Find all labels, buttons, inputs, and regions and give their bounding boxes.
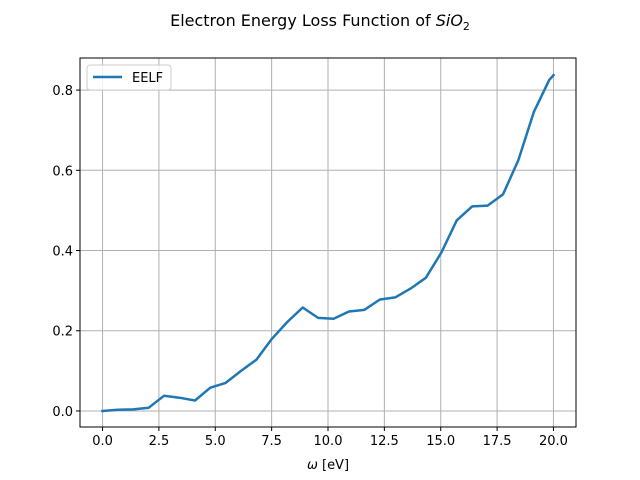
x-tick-label: 20.0 [539, 434, 568, 449]
x-tick-label: 2.5 [149, 434, 170, 449]
x-axis-label: ω [eV] [307, 458, 349, 473]
chart-title: Electron Energy Loss Function of SiO2 [170, 11, 470, 33]
x-tick-label: 15.0 [426, 434, 455, 449]
legend-label-eelf: EELF [132, 71, 163, 86]
y-tick-label: 0.6 [52, 164, 73, 179]
x-tick-label: 5.0 [205, 434, 226, 449]
x-tick-label: 7.5 [261, 434, 282, 449]
y-tick-label: 0.0 [52, 405, 73, 420]
y-tick-label: 0.8 [52, 84, 73, 99]
series-layer [101, 73, 556, 413]
x-tick-label: 17.5 [483, 434, 512, 449]
x-tick-label: 10.0 [314, 434, 343, 449]
legend: EELF [86, 64, 172, 91]
x-tick-label: 0.0 [92, 434, 113, 449]
x-axis: 0.0 2.5 5.0 7.5 10.0 12.5 15.0 17.5 20.0 [92, 427, 568, 449]
y-axis: 0.0 0.2 0.4 0.6 0.8 [52, 84, 80, 420]
y-tick-label: 0.4 [52, 245, 73, 260]
y-tick-label: 0.2 [52, 325, 73, 340]
grid [80, 58, 576, 427]
x-tick-label: 12.5 [370, 434, 399, 449]
legend-box [86, 64, 172, 91]
series-line-eelf [101, 73, 556, 413]
